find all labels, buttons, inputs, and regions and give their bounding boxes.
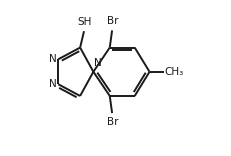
Text: SH: SH (77, 17, 91, 27)
Text: Br: Br (107, 16, 118, 26)
Text: CH₃: CH₃ (164, 67, 183, 77)
Text: N: N (49, 54, 56, 64)
Text: N: N (49, 79, 56, 89)
Text: N: N (94, 58, 101, 68)
Text: Br: Br (107, 117, 118, 127)
